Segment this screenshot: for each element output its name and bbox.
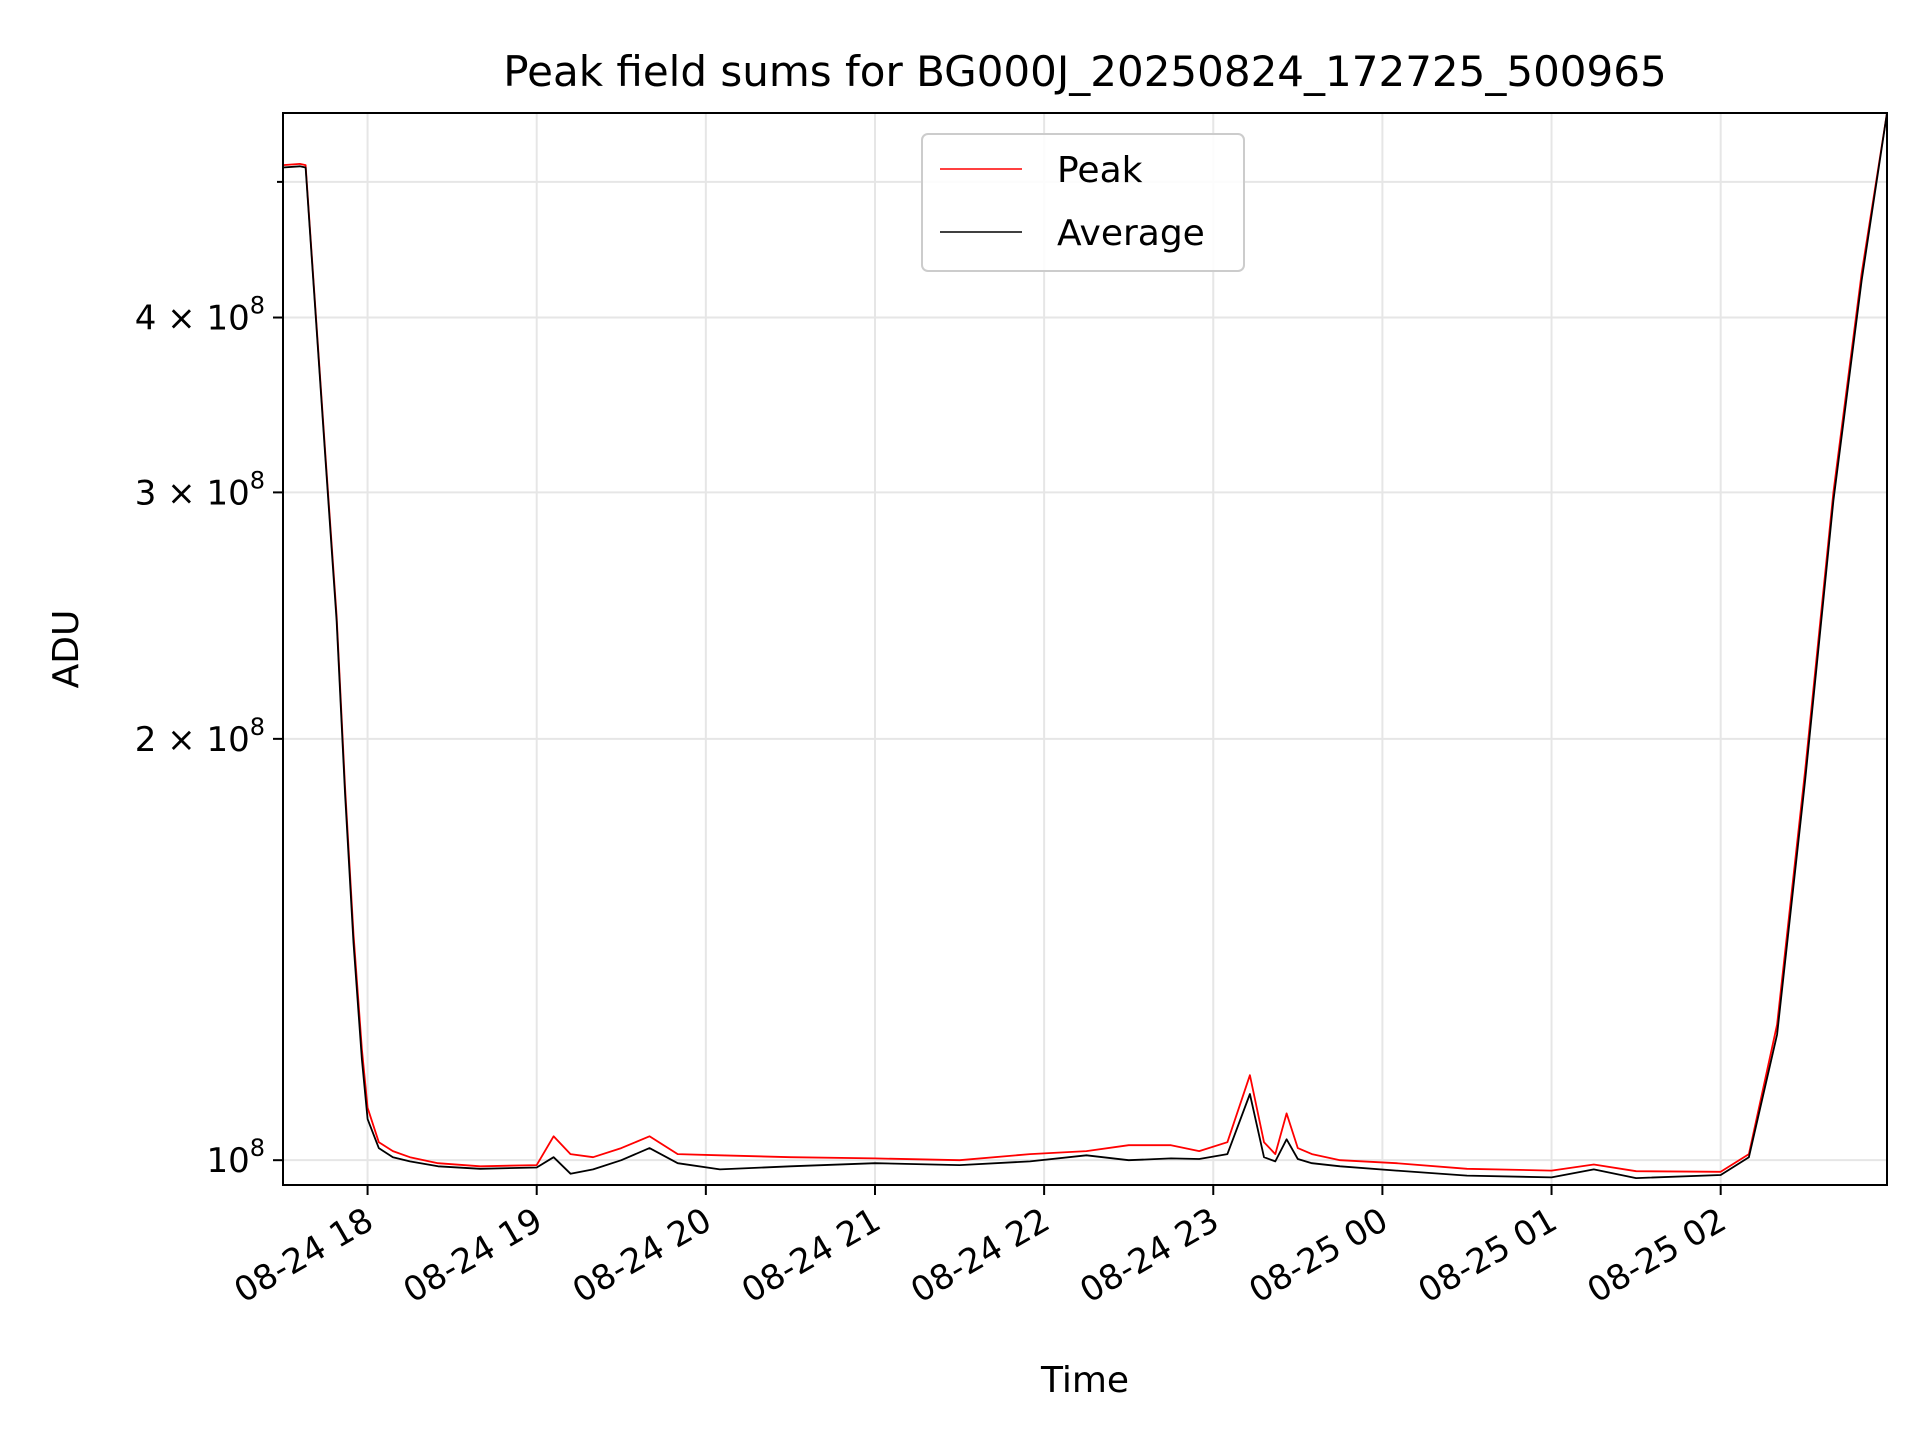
y-axis: 108 2 × 108 3 × 108 4 × 108 [135, 180, 283, 1181]
series-line-average [283, 113, 1887, 1179]
chart-title: Peak field sums for BG000J_20250824_1727… [503, 47, 1666, 96]
legend: Peak Average [921, 133, 1245, 272]
series-lines [283, 113, 1887, 1179]
legend-label-peak: Peak [1057, 150, 1143, 191]
series-line-peak [283, 113, 1887, 1173]
y-axis-label: ADU [46, 610, 87, 689]
y-tick-label: 108 [206, 1134, 265, 1181]
legend-label-average: Average [1057, 213, 1205, 254]
y-tick-label: 2 × 108 [135, 713, 265, 760]
plot-frame [282, 112, 1888, 1186]
y-tick-label: 4 × 108 [135, 292, 265, 339]
x-axis-label: Time [1040, 1360, 1129, 1401]
y-tick-label: 3 × 108 [135, 466, 265, 513]
